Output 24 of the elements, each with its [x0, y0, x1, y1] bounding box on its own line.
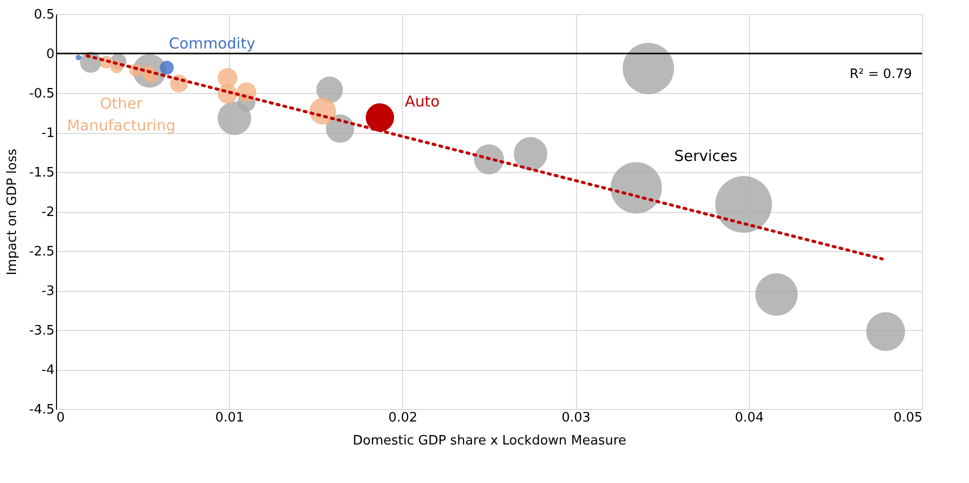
x-tick-label: 0.03	[562, 410, 591, 426]
y-tick-label: -4.5	[29, 402, 54, 418]
y-tick-label: -0.5	[29, 86, 54, 102]
y-tick-label: -2	[42, 205, 54, 220]
annotation: R² = 0.79	[850, 67, 912, 82]
x-axis-title: Domestic GDP share x Lockdown Measure	[352, 434, 626, 448]
y-tick-label: -3.5	[29, 324, 54, 338]
series-label: Commodity	[168, 34, 256, 53]
x-tick-label: 0	[56, 410, 65, 426]
y-tick-label: -1.5	[29, 166, 54, 180]
series-label: Auto	[404, 92, 440, 110]
y-tick-label: -4	[42, 363, 54, 378]
y-tick-label: -3	[42, 284, 54, 299]
x-tick-label: 0.04	[734, 410, 764, 426]
y-tick-label: -2.5	[29, 244, 54, 260]
x-tick-label: 0.05	[894, 410, 922, 426]
y-axis-title: Impact on GDP loss	[5, 148, 20, 276]
x-tick-label: 0.01	[215, 410, 244, 426]
x-tick-label: 0.02	[388, 410, 418, 426]
y-tick-label: 0.5	[34, 8, 54, 22]
series-label: Other Manufacturing	[66, 94, 176, 135]
y-tick-label: -1	[42, 126, 54, 141]
series-label: Services	[674, 146, 738, 165]
y-tick-label: 0	[46, 47, 54, 62]
